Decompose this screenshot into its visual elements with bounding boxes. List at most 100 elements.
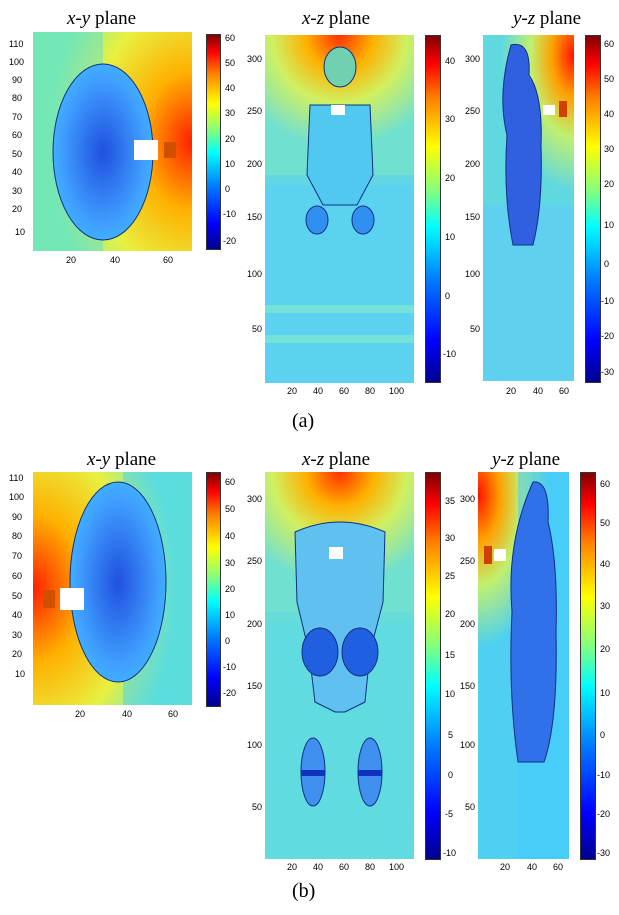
x-tick-label: 60 <box>168 709 179 719</box>
heatmap-plot <box>33 32 192 251</box>
y-tick-label: 300 <box>247 494 263 504</box>
y-tick-label: 100 <box>247 740 263 750</box>
x-tick-label: 100 <box>389 862 405 872</box>
x-tick-label: 20 <box>75 709 86 719</box>
colorbar <box>206 34 221 250</box>
x-tick-label: 60 <box>559 386 570 396</box>
heatmap-plot <box>478 472 569 859</box>
colorbar-tick: 60 <box>604 39 615 49</box>
colorbar-tick: -30 <box>601 367 615 377</box>
colorbar-tick: 50 <box>225 58 236 68</box>
colorbar-tick: 20 <box>445 609 456 619</box>
colorbar-tick: 0 <box>600 730 606 740</box>
heatmap-plot <box>33 472 192 705</box>
colorbar-tick: 30 <box>604 144 615 154</box>
colorbar-tick: 20 <box>445 173 456 183</box>
y-tick-label: 100 <box>460 740 476 750</box>
x-tick-label: 20 <box>287 386 298 396</box>
colorbar-tick: 30 <box>600 601 611 611</box>
y-tick-label: 70 <box>12 112 23 122</box>
y-tick-label: 100 <box>465 269 481 279</box>
x-tick-label: 40 <box>533 386 544 396</box>
y-tick-label: 70 <box>12 551 23 561</box>
y-tick-label: 40 <box>12 167 23 177</box>
colorbar-tick: 10 <box>445 232 456 242</box>
y-tick-label: 250 <box>247 556 263 566</box>
y-tick-label: 30 <box>12 186 23 196</box>
panel-title: x-y plane <box>87 449 157 470</box>
colorbar-tick: 20 <box>225 134 236 144</box>
colorbar-tick: -10 <box>223 209 237 219</box>
y-tick-label: 20 <box>12 649 23 659</box>
subfigure-label-a: (a) <box>292 410 315 432</box>
colorbar-tick: 30 <box>445 114 456 124</box>
y-tick-label: 100 <box>9 492 25 502</box>
y-tick-label: 100 <box>9 57 25 67</box>
colorbar-tick: -20 <box>601 331 615 341</box>
colorbar-tick: 25 <box>445 571 456 581</box>
y-tick-label: 150 <box>247 212 263 222</box>
colorbar-tick: 50 <box>604 74 615 84</box>
colorbar-tick: 0 <box>448 770 454 780</box>
y-tick-label: 200 <box>465 159 481 169</box>
colorbar-tick: 50 <box>600 518 611 528</box>
panel-title: x-z plane <box>302 8 371 29</box>
colorbar-tick: -20 <box>597 809 611 819</box>
x-tick-label: 20 <box>66 255 77 265</box>
colorbar-tick: -5 <box>445 809 454 819</box>
colorbar-tick: 20 <box>604 179 615 189</box>
panel-title: x-y plane <box>67 8 137 29</box>
x-tick-label: 40 <box>122 709 133 719</box>
y-tick-label: 110 <box>9 473 24 483</box>
colorbar-tick: -30 <box>597 848 611 858</box>
y-tick-label: 60 <box>12 130 23 140</box>
colorbar-tick: 10 <box>445 689 456 699</box>
colorbar-tick: -20 <box>223 688 237 698</box>
y-tick-label: 200 <box>247 619 263 629</box>
y-tick-label: 10 <box>15 669 26 679</box>
colorbar-tick: -10 <box>601 296 615 306</box>
y-tick-label: 100 <box>247 269 263 279</box>
colorbar-tick: 5 <box>448 730 454 740</box>
panel-title: y-z plane <box>513 8 582 29</box>
colorbar-tick: -10 <box>443 349 457 359</box>
y-tick-label: 60 <box>12 571 23 581</box>
colorbar-tick: 10 <box>225 159 236 169</box>
colorbar-tick: 40 <box>604 109 615 119</box>
heatmap-plot <box>265 472 414 859</box>
y-tick-label: 150 <box>465 212 481 222</box>
y-tick-label: 150 <box>247 681 263 691</box>
heatmap-plot <box>265 35 414 383</box>
colorbar-tick: 60 <box>225 33 236 43</box>
panel-title: y-z plane <box>492 449 561 470</box>
x-tick-label: 60 <box>553 862 564 872</box>
y-tick-label: 200 <box>460 619 476 629</box>
y-tick-label: 300 <box>465 54 481 64</box>
x-tick-label: 40 <box>313 386 324 396</box>
y-tick-label: 90 <box>12 75 23 85</box>
x-tick-label: 40 <box>527 862 538 872</box>
panel-title: x-z plane <box>302 449 371 470</box>
x-tick-label: 40 <box>110 255 121 265</box>
y-tick-label: 90 <box>12 512 23 522</box>
y-tick-label: 50 <box>252 802 263 812</box>
y-tick-label: 300 <box>247 54 263 64</box>
x-tick-label: 20 <box>500 862 511 872</box>
y-tick-label: 50 <box>252 324 263 334</box>
y-tick-label: 200 <box>247 159 263 169</box>
colorbar-tick: 0 <box>225 184 231 194</box>
colorbar-tick: 30 <box>445 533 456 543</box>
colorbar <box>580 472 596 860</box>
y-tick-label: 50 <box>470 324 481 334</box>
y-tick-label: 80 <box>12 531 23 541</box>
y-tick-label: 10 <box>15 227 26 237</box>
colorbar-tick: 0 <box>445 291 451 301</box>
colorbar <box>425 35 441 383</box>
colorbar-tick: 20 <box>225 584 236 594</box>
colorbar-tick: 40 <box>600 559 611 569</box>
colorbar-tick: 10 <box>600 688 611 698</box>
colorbar-tick: 60 <box>600 479 611 489</box>
colorbar-tick: 0 <box>225 636 231 646</box>
colorbar-tick: -10 <box>443 848 457 858</box>
colorbar-tick: 20 <box>600 644 611 654</box>
